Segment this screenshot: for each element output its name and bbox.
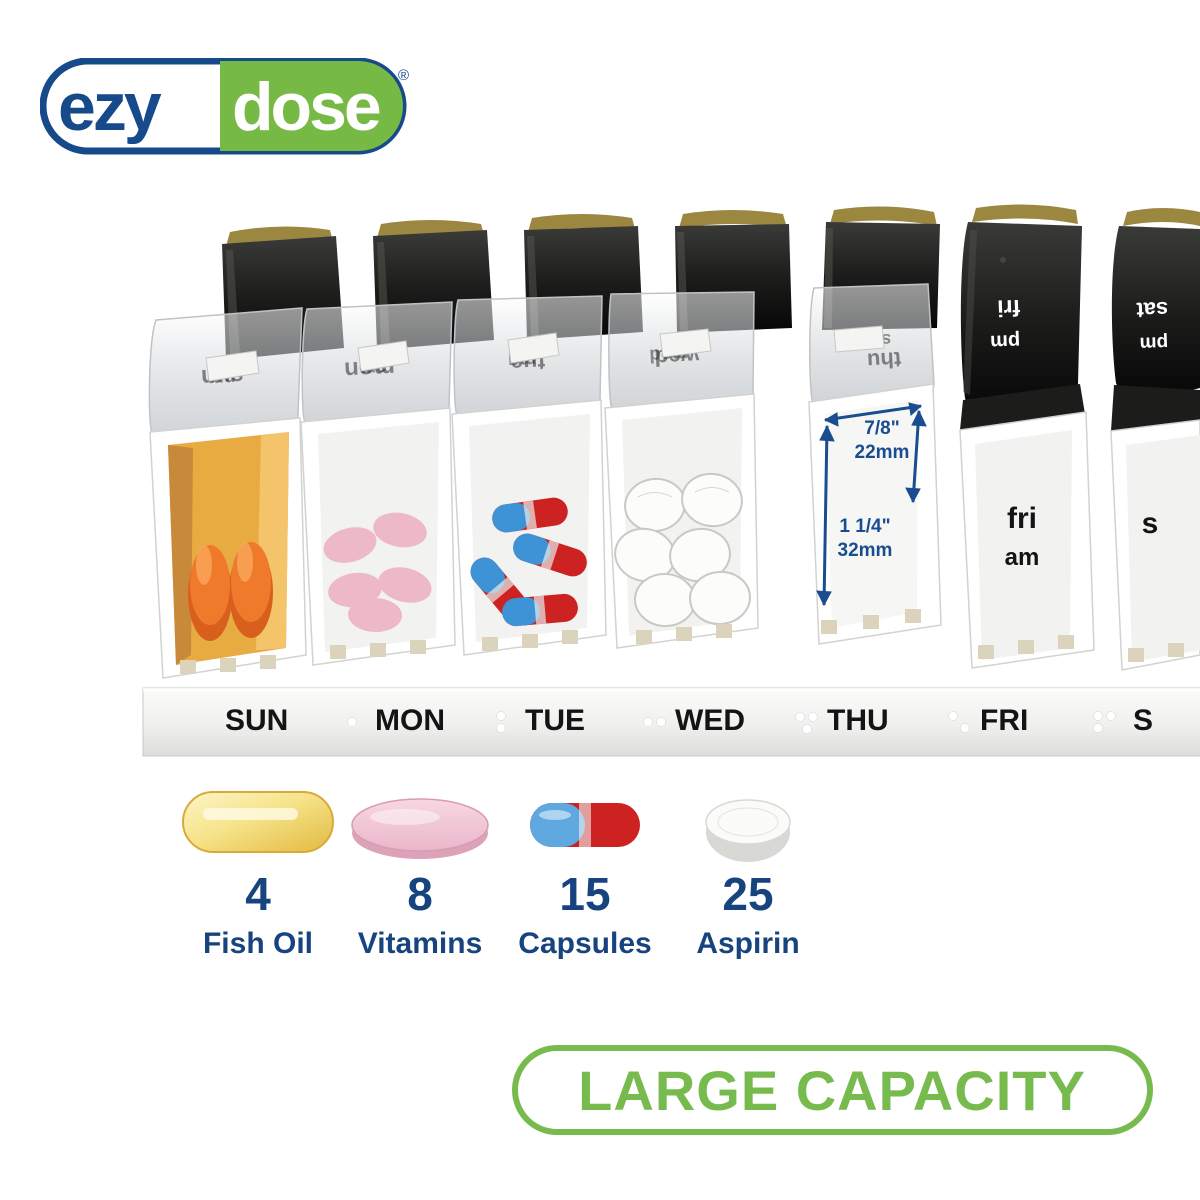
svg-text:fri: fri bbox=[997, 295, 1021, 322]
svg-text:sat: sat bbox=[1135, 297, 1168, 323]
svg-text:SUN: SUN bbox=[225, 704, 288, 737]
svg-text:s: s bbox=[1142, 507, 1159, 540]
svg-text:7/8": 7/8" bbox=[864, 418, 899, 439]
svg-text:THU: THU bbox=[827, 704, 889, 737]
svg-text:MON: MON bbox=[375, 704, 445, 737]
svg-text:S: S bbox=[1133, 704, 1153, 737]
svg-text:1 1/4": 1 1/4" bbox=[839, 516, 890, 537]
svg-text:22mm: 22mm bbox=[855, 442, 910, 463]
svg-text:fri: fri bbox=[1007, 502, 1037, 535]
svg-text:WED: WED bbox=[675, 704, 745, 737]
svg-text:pm: pm bbox=[990, 330, 1021, 353]
svg-text:pm: pm bbox=[1139, 332, 1168, 354]
svg-text:am: am bbox=[1005, 544, 1040, 571]
svg-text:FRI: FRI bbox=[980, 704, 1028, 737]
svg-text:32mm: 32mm bbox=[838, 540, 893, 561]
svg-text:TUE: TUE bbox=[525, 704, 585, 737]
